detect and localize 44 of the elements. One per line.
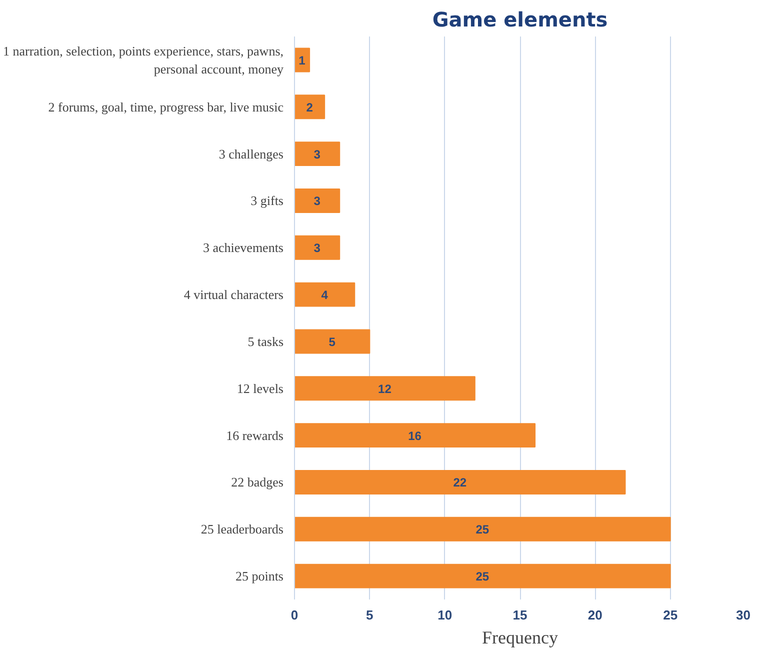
bar bbox=[294, 235, 340, 260]
y-tick-label: 5 tasks bbox=[248, 334, 284, 349]
y-tick-label: 1 narration, selection, points experience, stars, pawns, personal account, money bbox=[3, 43, 284, 76]
bar bbox=[294, 94, 326, 120]
x-tick-label: 15 bbox=[512, 608, 528, 622]
data-label: 2 bbox=[306, 100, 314, 114]
x-tick-label: 10 bbox=[438, 608, 452, 622]
data-label: 16 bbox=[408, 428, 422, 443]
y-tick-label: 22 badges bbox=[231, 474, 284, 490]
data-label: 22 bbox=[453, 476, 467, 490]
bar bbox=[294, 188, 340, 213]
y-tick-label: 12 levels bbox=[236, 380, 284, 396]
y-tick-label: 3 achievements bbox=[203, 240, 284, 256]
data-label: 3 bbox=[314, 147, 321, 162]
x-tick-label: 5 bbox=[366, 608, 374, 622]
y-tick-label: 16 rewards bbox=[226, 428, 284, 443]
bar bbox=[294, 564, 671, 588]
bar bbox=[294, 470, 626, 494]
y-tick-label: 25 leaderboards bbox=[200, 522, 284, 537]
x-tick-label: 30 bbox=[736, 608, 751, 622]
bar bbox=[294, 376, 476, 401]
y-tick-label: 25 points bbox=[235, 568, 284, 584]
x-tick-label: 20 bbox=[588, 608, 602, 622]
data-label: 1 bbox=[298, 53, 306, 68]
data-label: 5 bbox=[328, 334, 336, 349]
x-tick-label: 25 bbox=[663, 608, 678, 622]
bar bbox=[294, 329, 370, 354]
y-tick-label: 3 gifts bbox=[250, 193, 284, 208]
data-label: 12 bbox=[378, 382, 392, 396]
bar bbox=[294, 142, 340, 166]
data-label: 4 bbox=[321, 288, 328, 302]
data-label: 25 bbox=[476, 570, 490, 584]
bar bbox=[294, 423, 536, 448]
data-label: 25 bbox=[476, 522, 490, 537]
x-axis-title: Frequency bbox=[482, 628, 558, 648]
y-tick-label: 2 forums, goal, time, progress bar, live music bbox=[48, 99, 284, 114]
bar bbox=[294, 516, 671, 542]
y-tick-label: 3 challenges bbox=[218, 146, 284, 162]
x-tick-label: 0 bbox=[290, 608, 298, 622]
y-tick-label: 4 virtual characters bbox=[184, 287, 284, 302]
chart-title: Game elements bbox=[432, 8, 608, 32]
data-label: 3 bbox=[314, 194, 321, 208]
bar bbox=[294, 282, 356, 307]
data-label: 3 bbox=[314, 241, 321, 256]
